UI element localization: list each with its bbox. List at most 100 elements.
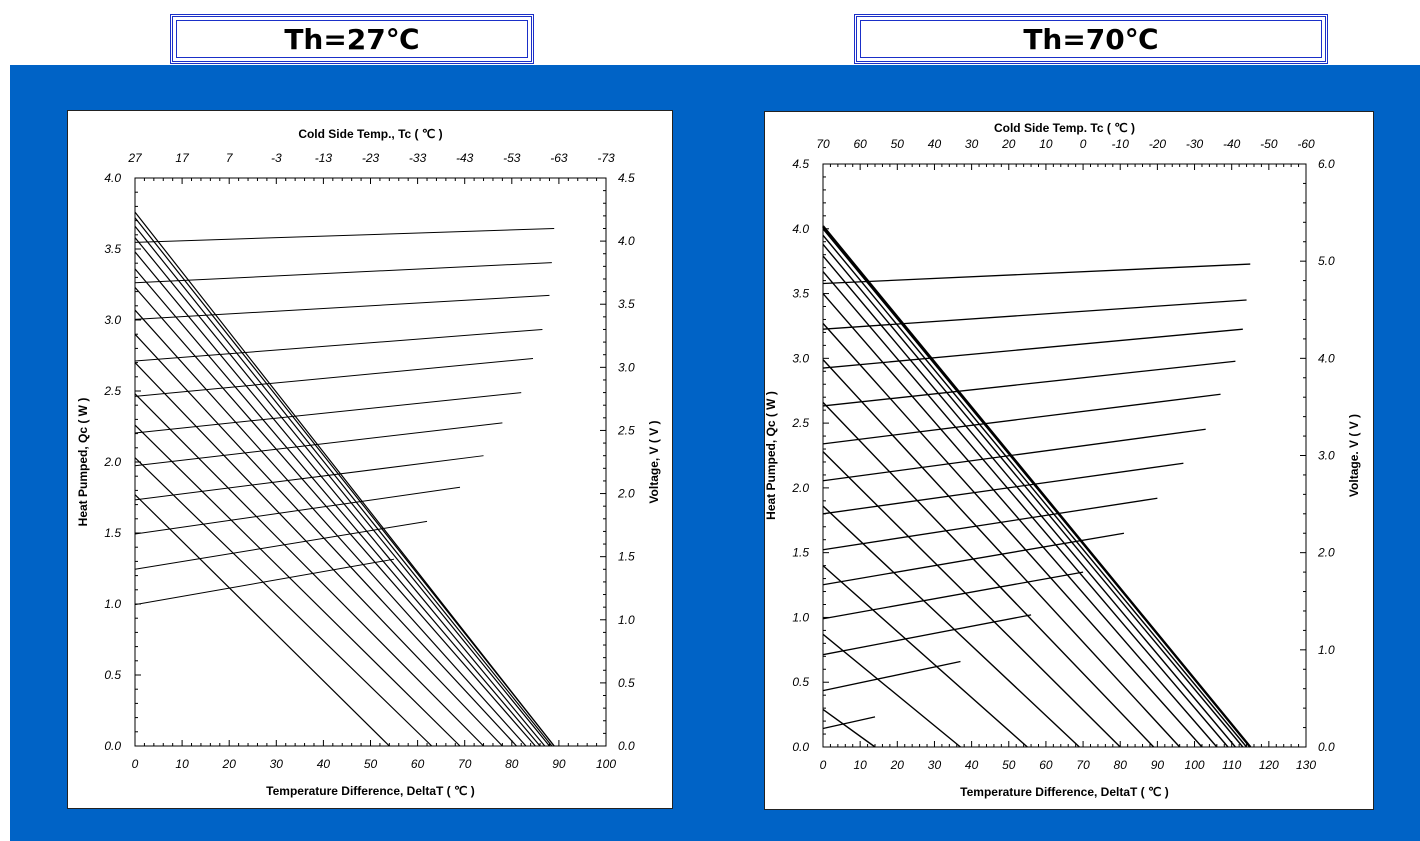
x-tick-label: 130 <box>1296 758 1316 772</box>
qc-line <box>134 211 555 747</box>
y-tick-label: 1.0 <box>104 597 121 611</box>
voltage-line <box>822 497 1158 551</box>
y2-tick-label: 1.0 <box>1318 643 1335 657</box>
voltage-line <box>822 360 1236 407</box>
qc-line <box>822 633 961 748</box>
voltage-line <box>822 299 1247 330</box>
top-tick-label: -53 <box>503 151 521 165</box>
y2-tick-label: 3.0 <box>1318 449 1335 463</box>
top-tick-label: -40 <box>1223 137 1241 151</box>
qc-line <box>134 268 541 747</box>
voltage-line <box>822 716 876 730</box>
top-tick-label: -73 <box>597 151 615 165</box>
x-tick-label: 30 <box>928 758 942 772</box>
qc-line <box>134 393 484 747</box>
y-axis-label: Heat Pumped, Qc ( W ) <box>764 391 778 520</box>
qc-line <box>134 309 527 747</box>
voltage-line <box>134 328 543 362</box>
top-axis-label: Cold Side Temp. Tc ( ℃ ) <box>994 121 1135 135</box>
top-tick-label: 27 <box>127 151 143 165</box>
y2-axis-label: Voltage, V ( V ) <box>647 420 661 503</box>
y-tick-label: 1.5 <box>104 526 121 540</box>
top-tick-label: -10 <box>1112 137 1130 151</box>
top-tick-label: 17 <box>175 151 190 165</box>
x-tick-label: 80 <box>505 757 519 771</box>
top-tick-label: 50 <box>891 137 905 151</box>
y-tick-label: 0.0 <box>104 739 121 753</box>
qc-line <box>822 451 1121 748</box>
y-tick-label: 2.5 <box>103 384 121 398</box>
qc-line <box>822 322 1203 748</box>
y2-tick-label: 3.0 <box>618 360 635 374</box>
y-tick-label: 3.5 <box>104 242 121 256</box>
y-tick-label: 3.0 <box>792 351 809 365</box>
qc-line <box>822 708 876 748</box>
x-tick-label: 60 <box>411 757 425 771</box>
x-tick-label: 120 <box>1259 758 1279 772</box>
y2-tick-label: 4.5 <box>618 171 635 185</box>
qc-line <box>134 237 550 747</box>
chart-th27: 0 10 20 30 40 50 60 70 80 90 100 27 17 7 -3 -13 -23 -33 -4… <box>76 127 661 798</box>
top-tick-label: 20 <box>1001 137 1016 151</box>
qc-line <box>822 225 1252 748</box>
y2-tick-label: 0.5 <box>618 676 635 690</box>
y-tick-label: 2.0 <box>103 455 121 469</box>
voltage-line <box>822 571 1084 620</box>
qc-line <box>822 234 1248 748</box>
qc-line <box>822 293 1218 748</box>
voltage-line <box>134 558 395 606</box>
y2-tick-label: 3.5 <box>618 297 635 311</box>
top-tick-label: 40 <box>928 137 942 151</box>
qc-line <box>822 255 1236 748</box>
x-tick-label: 0 <box>132 757 139 771</box>
y2-axis-label: Voltage. V ( V ) <box>1347 414 1361 497</box>
y-tick-label: 4.0 <box>104 171 121 185</box>
y-tick-label: 2.0 <box>791 481 809 495</box>
x-tick-label: 20 <box>890 758 905 772</box>
top-tick-label: 0 <box>1080 137 1087 151</box>
x-tick-label: 50 <box>364 757 378 771</box>
x-tick-label: 110 <box>1222 758 1241 772</box>
y-tick-label: 0.0 <box>792 740 809 754</box>
qc-line <box>134 225 553 747</box>
top-tick-label: -50 <box>1260 137 1278 151</box>
top-tick-label: 30 <box>965 137 979 151</box>
y-axis-label: Heat Pumped, Qc ( W ) <box>76 398 90 527</box>
voltage-line <box>822 393 1221 445</box>
x-axis-label: Temperature Difference, DeltaT ( ℃ ) <box>266 784 475 798</box>
voltage-line <box>134 455 484 501</box>
qc-line <box>822 271 1229 748</box>
x-tick-label: 70 <box>458 757 472 771</box>
voltage-line <box>134 294 550 320</box>
qc-line <box>822 565 1028 748</box>
y2-tick-label: 2.5 <box>617 423 635 437</box>
y2-tick-label: 6.0 <box>1318 157 1335 171</box>
y-tick-label: 1.5 <box>792 546 809 560</box>
qc-line <box>822 505 1080 748</box>
top-tick-label: 70 <box>816 137 830 151</box>
x-tick-label: 70 <box>1076 758 1090 772</box>
voltage-line <box>134 520 428 570</box>
y2-tick-label: 2.0 <box>617 487 635 501</box>
y2-tick-label: 1.5 <box>618 550 635 564</box>
x-tick-label: 100 <box>1185 758 1205 772</box>
y-tick-label: 0.5 <box>104 668 121 682</box>
voltage-line <box>134 486 461 535</box>
top-axis-label: Cold Side Temp., Tc ( ℃ ) <box>298 127 442 141</box>
x-tick-label: 10 <box>175 757 189 771</box>
top-tick-label: 60 <box>853 137 867 151</box>
voltage-line <box>134 227 555 243</box>
voltage-line <box>822 328 1243 369</box>
y-tick-label: 0.5 <box>792 675 809 689</box>
y2-tick-label: 0.0 <box>618 739 635 753</box>
top-tick-label: -33 <box>409 151 427 165</box>
voltage-line <box>822 532 1125 586</box>
y2-tick-label: 5.0 <box>1318 254 1335 268</box>
y2-tick-label: 1.0 <box>618 613 635 627</box>
qc-line <box>822 243 1244 748</box>
top-tick-label: -43 <box>456 151 474 165</box>
x-tick-label: 50 <box>1002 758 1016 772</box>
y2-tick-label: 0.0 <box>1318 740 1335 754</box>
qc-line <box>822 401 1155 748</box>
x-tick-label: 100 <box>596 757 616 771</box>
